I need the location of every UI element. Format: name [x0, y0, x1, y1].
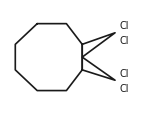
- Text: Cl: Cl: [120, 68, 129, 78]
- Text: Cl: Cl: [120, 36, 129, 46]
- Text: Cl: Cl: [120, 21, 129, 31]
- Text: Cl: Cl: [120, 83, 129, 93]
